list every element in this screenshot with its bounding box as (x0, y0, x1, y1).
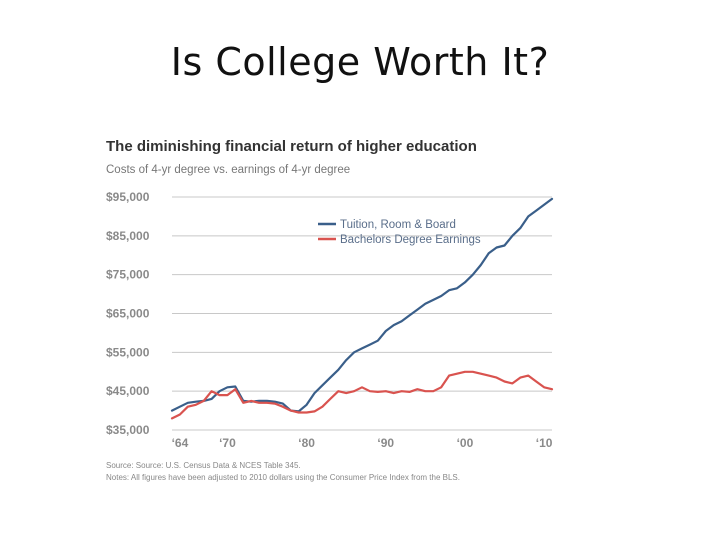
slide-title: Is College Worth It? (170, 40, 550, 84)
x-tick-label: ‘00 (457, 436, 474, 450)
y-tick-label: $45,000 (106, 384, 150, 398)
y-tick-label: $35,000 (106, 423, 150, 437)
y-tick-label: $55,000 (106, 345, 150, 359)
series-line-1 (170, 197, 554, 413)
x-tick-label: ‘80 (298, 436, 315, 450)
line-chart: $95,000 $85,000 $75,000 $65,000 $55,000 $45,0… (106, 190, 554, 450)
x-tick-label: ‘64 (172, 436, 189, 450)
series-line-2 (170, 370, 554, 420)
y-tick-label: $85,000 (106, 229, 150, 243)
chart-title: The diminishing financial return of high… (106, 138, 477, 155)
chart-card: The diminishing financial return of high… (100, 132, 555, 492)
x-tick-label: ‘10 (536, 436, 553, 450)
y-tick-label: $75,000 (106, 268, 150, 282)
x-tick-label: ‘90 (377, 436, 394, 450)
chart-source-note: Source: Source: U.S. Census Data & NCES … (106, 461, 301, 470)
legend-label: Tuition, Room & Board (340, 219, 456, 231)
chart-notes: Notes: All figures have been adjusted to… (106, 473, 460, 482)
x-tick-label: ‘70 (219, 436, 236, 450)
chart-subtitle: Costs of 4-yr degree vs. earnings of 4-y… (106, 164, 351, 176)
y-tick-label: $65,000 (106, 307, 150, 321)
legend-label: Bachelors Degree Earnings (340, 234, 481, 246)
y-tick-label: $95,000 (106, 190, 150, 204)
